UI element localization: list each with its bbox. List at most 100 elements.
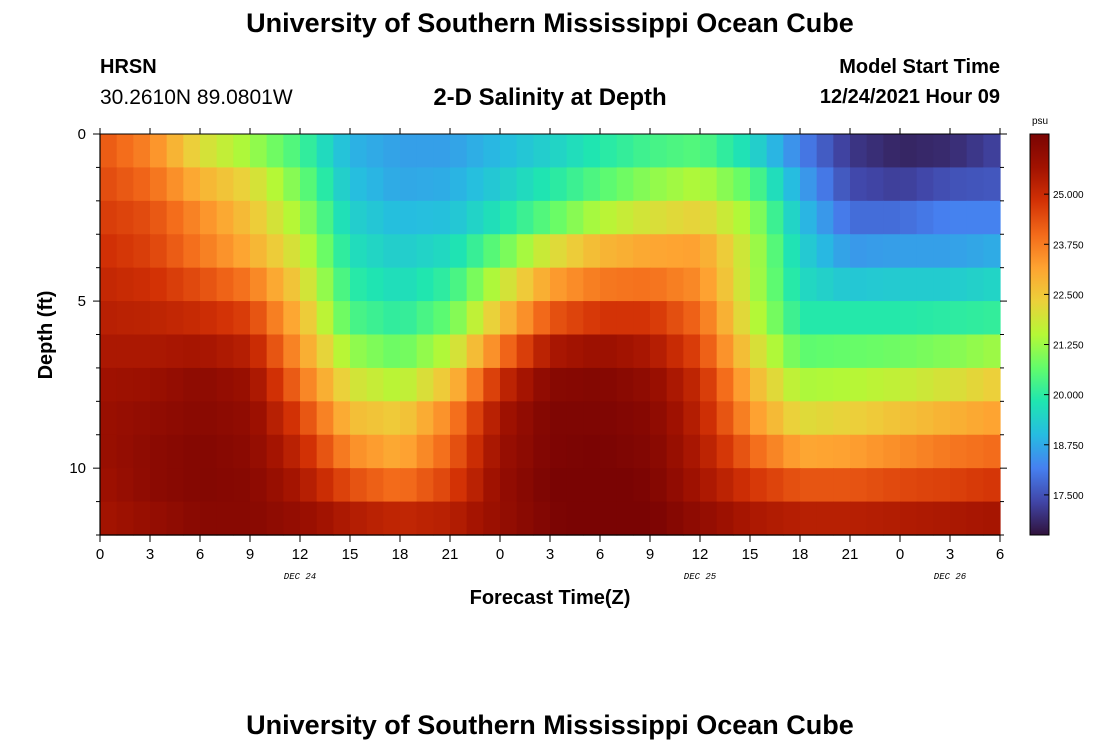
heatmap-cell [483, 301, 501, 336]
heatmap-cell [316, 134, 334, 169]
heatmap-cell [800, 367, 818, 402]
heatmap-cell [566, 167, 584, 202]
heatmap-cell [866, 334, 884, 369]
heatmap-cell [316, 301, 334, 336]
heatmap-cell [350, 167, 368, 202]
heatmap-cell [850, 367, 868, 402]
heatmap-cell [616, 468, 634, 503]
heatmap-cell [300, 267, 318, 302]
heatmap-cell [833, 401, 851, 436]
x-tick-label: 9 [646, 546, 654, 563]
heatmap-cell [466, 234, 484, 269]
heatmap-cell [666, 367, 684, 402]
heatmap-cell [250, 434, 268, 469]
heatmap-cell [500, 468, 518, 503]
heatmap-cell [533, 468, 551, 503]
heatmap-cell [400, 167, 418, 202]
heatmap-cell [650, 468, 668, 503]
heatmap-cell [250, 234, 268, 269]
heatmap-cell [700, 367, 718, 402]
heatmap-cell [550, 401, 568, 436]
heatmap-cell [983, 301, 1001, 336]
x-tick-label: 0 [896, 546, 904, 563]
heatmap-cell [916, 267, 934, 302]
heatmap-cell [100, 234, 118, 269]
heatmap-cell [750, 468, 768, 503]
heatmap-cell [300, 334, 318, 369]
heatmap-cell [533, 301, 551, 336]
heatmap-cell [266, 200, 284, 235]
heatmap-cell [783, 167, 801, 202]
heatmap-cell [316, 367, 334, 402]
heatmap-cell [366, 234, 384, 269]
heatmap-cell [216, 468, 234, 503]
heatmap-cell [900, 134, 918, 169]
heatmap-cell [383, 234, 401, 269]
heatmap-cell [533, 267, 551, 302]
heatmap-cell [183, 401, 201, 436]
heatmap-cell [433, 267, 451, 302]
heatmap-cell [883, 301, 901, 336]
heatmap-cell [583, 301, 601, 336]
heatmap-cell [516, 200, 534, 235]
heatmap-cell [816, 134, 834, 169]
heatmap-cell [466, 334, 484, 369]
heatmap-cell [766, 234, 784, 269]
heatmap-cell [500, 367, 518, 402]
heatmap-cell [900, 234, 918, 269]
heatmap-cell [866, 367, 884, 402]
x-tick-label: 9 [246, 546, 254, 563]
heatmap-cell [383, 167, 401, 202]
heatmap-cell [233, 401, 251, 436]
model-start-label: Model Start Time [839, 56, 1000, 78]
heatmap-cell [633, 367, 651, 402]
heatmap-cell [383, 301, 401, 336]
heatmap-cell [216, 267, 234, 302]
heatmap-cell [166, 434, 184, 469]
heatmap-cell [300, 167, 318, 202]
heatmap-cell [933, 267, 951, 302]
heatmap-cell [716, 434, 734, 469]
heatmap-cell [766, 468, 784, 503]
heatmap-cell [233, 267, 251, 302]
heatmap-cell [633, 301, 651, 336]
heatmap-cell [800, 468, 818, 503]
heatmap-cell [900, 468, 918, 503]
heatmap-cell [133, 334, 151, 369]
heatmap-cell [316, 267, 334, 302]
heatmap-cell [883, 134, 901, 169]
heatmap-cell [550, 367, 568, 402]
heatmap-cell [966, 267, 984, 302]
heatmap-cell [116, 367, 134, 402]
heatmap-cell [650, 200, 668, 235]
heatmap-cell [233, 167, 251, 202]
heatmap-cell [533, 167, 551, 202]
heatmap-cell [933, 134, 951, 169]
heatmap-cell [616, 301, 634, 336]
heatmap-cell [516, 401, 534, 436]
heatmap-cell [583, 234, 601, 269]
heatmap-cell [350, 401, 368, 436]
heatmap-cell [350, 334, 368, 369]
heatmap-cell [716, 367, 734, 402]
heatmap-cell [700, 167, 718, 202]
heatmap-cell [250, 334, 268, 369]
heatmap-cell [900, 334, 918, 369]
heatmap-cell [816, 468, 834, 503]
heatmap-cell [833, 434, 851, 469]
heatmap-cell [516, 367, 534, 402]
heatmap-cell [566, 234, 584, 269]
heatmap-cell [500, 501, 518, 536]
heatmap-cell [166, 167, 184, 202]
heatmap-cell [950, 167, 968, 202]
heatmap-cell [166, 134, 184, 169]
heatmap-cell [983, 367, 1001, 402]
heatmap-cell [666, 334, 684, 369]
heatmap-cell [550, 301, 568, 336]
heatmap-cell [116, 234, 134, 269]
heatmap-cell [300, 367, 318, 402]
heatmap-cell [800, 501, 818, 536]
heatmap-cell [966, 234, 984, 269]
heatmap-cell [833, 367, 851, 402]
heatmap-cell [766, 267, 784, 302]
